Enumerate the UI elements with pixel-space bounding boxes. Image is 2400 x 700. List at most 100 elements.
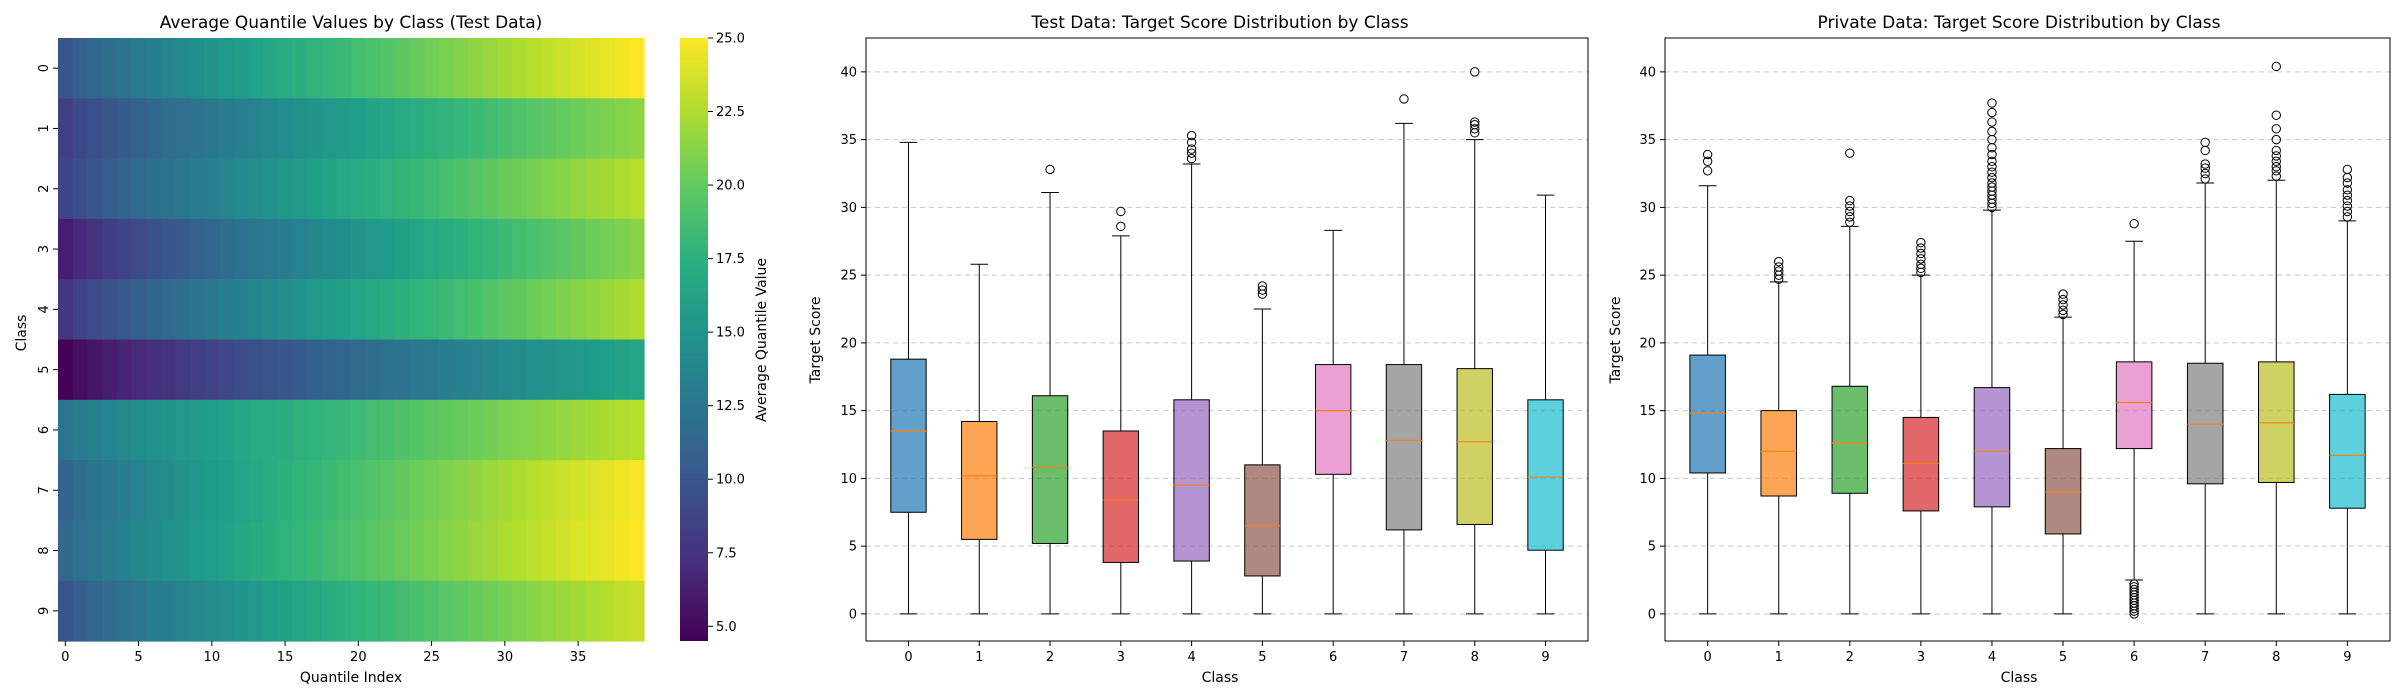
heatmap-cell	[263, 520, 279, 582]
heatmap-cell	[424, 98, 440, 160]
heatmap-cell	[629, 98, 645, 160]
heatmap-cell	[277, 218, 293, 280]
box-body	[1689, 354, 1726, 474]
heatmap-cell	[145, 520, 162, 582]
colorbar-label: Average Quantile Value	[754, 258, 770, 422]
heatmap-cell	[424, 520, 440, 582]
heatmap-y-tick-label: 1	[37, 124, 52, 132]
heatmap-cell	[468, 460, 484, 521]
heatmap-cell	[556, 399, 572, 461]
heatmap-cell	[409, 339, 425, 401]
heatmap-cell	[189, 580, 206, 642]
colorbar-tick-label: 25.0	[716, 32, 745, 47]
heatmap-cell	[175, 460, 191, 521]
heatmap-cell	[58, 279, 74, 341]
heatmap-cell	[600, 279, 616, 341]
heatmap-cell	[526, 520, 543, 582]
heatmap-cell	[292, 98, 308, 160]
heatmap-cell	[101, 580, 118, 642]
heatmap-cell	[116, 38, 132, 99]
heatmap-cell	[468, 580, 484, 642]
heatmap-cell	[87, 38, 103, 99]
heatmap-cell	[116, 460, 132, 521]
heatmap-cell	[233, 399, 250, 461]
outlier-point	[1774, 256, 1784, 267]
box-class-2	[1031, 164, 1069, 615]
heatmap-cell	[116, 98, 132, 160]
outlier-point	[2342, 206, 2353, 217]
heatmap-cell	[453, 399, 469, 461]
heatmap-cell	[438, 580, 455, 642]
heatmap-cell	[365, 218, 381, 280]
box-body	[2329, 393, 2366, 509]
box-class-5	[1244, 281, 1281, 615]
heatmap-cell	[248, 399, 264, 461]
heatmap-cell	[438, 98, 455, 160]
heatmap-x-ticks: 0 5 10 15 20 25 30 35	[61, 641, 586, 665]
heatmap-cell	[482, 279, 499, 341]
heatmap-cell	[585, 158, 601, 220]
heatmap-cell	[219, 460, 235, 521]
heatmap-cell	[497, 98, 513, 160]
heatmap-cell	[336, 98, 352, 160]
heatmap-cell	[277, 98, 293, 160]
heatmap-cell	[600, 339, 616, 401]
heatmap-cell	[453, 580, 469, 642]
heatmap-cell	[526, 279, 543, 341]
heatmap-cell	[556, 218, 572, 280]
outlier-point	[2271, 145, 2281, 156]
box-body	[2115, 361, 2153, 450]
heatmap-cell	[160, 279, 176, 341]
heatmap-cell	[570, 460, 586, 521]
heatmap-cell	[175, 520, 191, 582]
heatmap-cell	[512, 38, 528, 99]
box-body	[1527, 399, 1564, 551]
heatmap-cell	[526, 218, 543, 280]
heatmap-cell	[570, 399, 586, 461]
heatmap-cell	[512, 98, 528, 160]
heatmap-cell	[204, 218, 220, 280]
heatmap-cell	[585, 339, 601, 401]
outlier-point	[1186, 148, 1197, 158]
heatmap-cell	[482, 38, 499, 99]
heatmap-cell	[541, 158, 557, 220]
heatmap-cell	[600, 520, 616, 582]
heatmap-cell	[585, 38, 601, 99]
heatmap-cell	[219, 98, 235, 160]
y-tick-label: 25	[840, 269, 857, 284]
heatmap-cell	[58, 218, 74, 280]
heatmap-y-tick-label: 8	[37, 546, 52, 554]
heatmap-cell	[336, 580, 352, 642]
heatmap-cell	[116, 339, 132, 401]
outlier-point	[2058, 300, 2068, 310]
heatmap-cell	[307, 279, 323, 341]
heatmap-cell	[351, 520, 367, 582]
heatmap-cell	[101, 399, 118, 461]
heatmap-panel: Average Quantile Values by Class (Test D…	[14, 13, 770, 686]
heatmap-cell	[233, 460, 250, 521]
outlier-point	[1116, 221, 1126, 232]
heatmap-cell	[380, 279, 396, 341]
box-class-0	[1689, 149, 1726, 615]
heatmap-cell	[321, 580, 337, 642]
heatmap-cell	[629, 218, 645, 280]
outlier-point	[1987, 172, 1997, 183]
outlier-point	[2129, 579, 2139, 589]
outlier-point	[2271, 61, 2281, 72]
heatmap-cell	[614, 279, 630, 341]
heatmap-cell	[101, 520, 118, 582]
heatmap-cell	[409, 520, 425, 582]
heatmap-y-tick-label: 5	[37, 366, 52, 374]
heatmap-cell	[263, 580, 279, 642]
heatmap-cell	[629, 279, 645, 341]
heatmap-cell	[380, 580, 396, 642]
box-body	[1314, 364, 1352, 475]
heatmap-cell	[453, 98, 469, 160]
outlier-point	[1774, 266, 1784, 276]
heatmap-cell	[204, 580, 220, 642]
heatmap-cell	[233, 218, 250, 280]
heatmap-cell	[512, 580, 528, 642]
box-class-9	[2329, 164, 2366, 615]
heatmap-cell	[189, 218, 206, 280]
box-body	[1173, 399, 1210, 562]
